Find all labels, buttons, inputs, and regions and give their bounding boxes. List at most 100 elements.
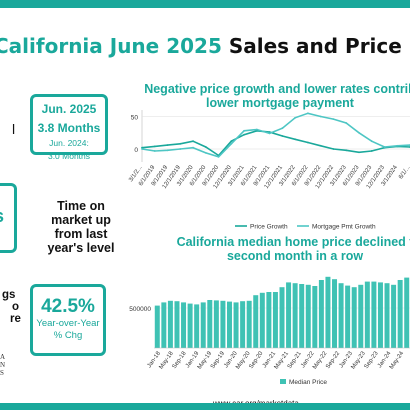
bar xyxy=(292,283,298,348)
data-point xyxy=(383,146,386,148)
data-point xyxy=(153,145,156,148)
x-tick-label: 6/1/... xyxy=(398,164,410,180)
logo-fragment: A N S xyxy=(0,353,5,377)
ings-line-3: re xyxy=(10,313,21,325)
bar xyxy=(338,283,344,348)
bar xyxy=(174,301,180,348)
tom-line-3: from last xyxy=(54,227,108,241)
bar xyxy=(286,282,292,348)
legend-label: Median Price xyxy=(289,379,327,386)
bar-chart: 500000Jan-18May-18Sep-18Jan-19May-19Sep-… xyxy=(129,276,410,386)
series-line-0 xyxy=(141,129,410,157)
cut-stat-box: s xyxy=(0,183,17,253)
title-month: June 2025 xyxy=(109,34,222,58)
data-point xyxy=(204,152,207,154)
bar xyxy=(397,280,403,348)
bottom-accent-bar xyxy=(0,403,410,410)
bar xyxy=(213,300,219,348)
yoy-label-line2: % Chg xyxy=(53,330,83,341)
bar xyxy=(404,277,410,348)
legend-label-0: Price Growth xyxy=(250,224,288,231)
data-point xyxy=(358,131,360,134)
logo-line-1: A xyxy=(0,353,6,361)
data-point xyxy=(358,151,360,154)
logo-line-2: N xyxy=(0,361,6,369)
cut-listings-text: gs o re xyxy=(2,289,21,325)
months-prior-line2: 3.0 Months xyxy=(47,151,91,161)
data-point xyxy=(141,146,143,149)
logo-line-3: S xyxy=(0,369,4,377)
tom-line-2: market up xyxy=(51,213,111,227)
legend-swatch xyxy=(280,379,286,384)
ings-line-1: gs xyxy=(2,289,16,301)
bar xyxy=(318,280,324,348)
bar-chart-title-1: California median home price declined f xyxy=(176,235,410,249)
data-point xyxy=(179,142,182,145)
data-point xyxy=(307,112,309,115)
x-tick-label: May-24 xyxy=(389,350,406,370)
title-region: California xyxy=(0,34,103,58)
ings-line-2: o xyxy=(12,301,20,313)
data-point xyxy=(166,149,169,152)
bar xyxy=(181,302,187,348)
bar xyxy=(187,303,193,348)
bar xyxy=(377,282,383,348)
months-prior-line1: Jun. 2024: xyxy=(49,138,89,148)
y-tick-label: 0 xyxy=(134,147,138,154)
bar xyxy=(279,287,285,348)
tom-line-1: Time on xyxy=(57,199,105,213)
data-point xyxy=(141,148,143,150)
data-point xyxy=(319,144,322,147)
top-accent-bar xyxy=(0,0,410,8)
series-line-1 xyxy=(141,112,410,158)
yoy-change-box: 42.5% Year-over-Year % Chg xyxy=(30,284,106,356)
bar xyxy=(253,295,259,348)
bar xyxy=(161,302,167,348)
bar xyxy=(371,281,377,348)
data-point xyxy=(307,141,309,144)
bar xyxy=(351,287,357,348)
bar xyxy=(312,286,318,348)
tom-line-4: year's level xyxy=(47,241,115,255)
data-point xyxy=(192,140,194,143)
data-point xyxy=(268,132,271,135)
data-point xyxy=(179,148,182,150)
y-tick-label: 500000 xyxy=(129,306,151,313)
data-point xyxy=(230,140,233,143)
data-point xyxy=(396,144,399,147)
bar xyxy=(240,301,246,348)
line-chart: 0503/1/2...6/1/20199/1/201912/1/20193/1/… xyxy=(128,110,410,231)
yoy-value: 42.5% xyxy=(41,296,95,317)
data-point xyxy=(166,144,169,146)
bar xyxy=(167,300,173,348)
bar xyxy=(299,284,305,348)
bar-chart-title: California median home price declined f … xyxy=(150,235,410,263)
bar xyxy=(194,304,200,348)
legend-label-1: Mortgage Pmt Growth xyxy=(312,224,376,231)
data-point xyxy=(230,142,233,145)
bar xyxy=(154,305,160,348)
data-point xyxy=(243,133,245,136)
title-rest: Sales and Price Report xyxy=(228,34,410,58)
bar xyxy=(272,292,278,348)
data-point xyxy=(243,129,245,132)
data-point xyxy=(255,128,258,131)
bar xyxy=(364,281,370,348)
bar-chart-title-2: second month in a row xyxy=(226,249,364,263)
data-point xyxy=(217,155,220,158)
data-point xyxy=(370,150,373,152)
bar xyxy=(325,276,331,348)
bar xyxy=(391,284,397,348)
bar xyxy=(246,300,252,348)
data-point xyxy=(345,122,348,124)
bar xyxy=(226,301,232,348)
line-chart-title-2: lower mortgage payment xyxy=(206,96,354,110)
line-chart-title: Negative price growth and lower rates co… xyxy=(130,82,410,110)
page-title: California June 2025 Sales and Price Rep… xyxy=(0,30,410,62)
data-point xyxy=(153,150,156,152)
bar xyxy=(220,300,226,348)
yoy-label-line1: Year-over-Year xyxy=(36,318,100,329)
bar xyxy=(259,292,265,348)
data-point xyxy=(370,140,373,143)
data-point xyxy=(319,115,322,118)
